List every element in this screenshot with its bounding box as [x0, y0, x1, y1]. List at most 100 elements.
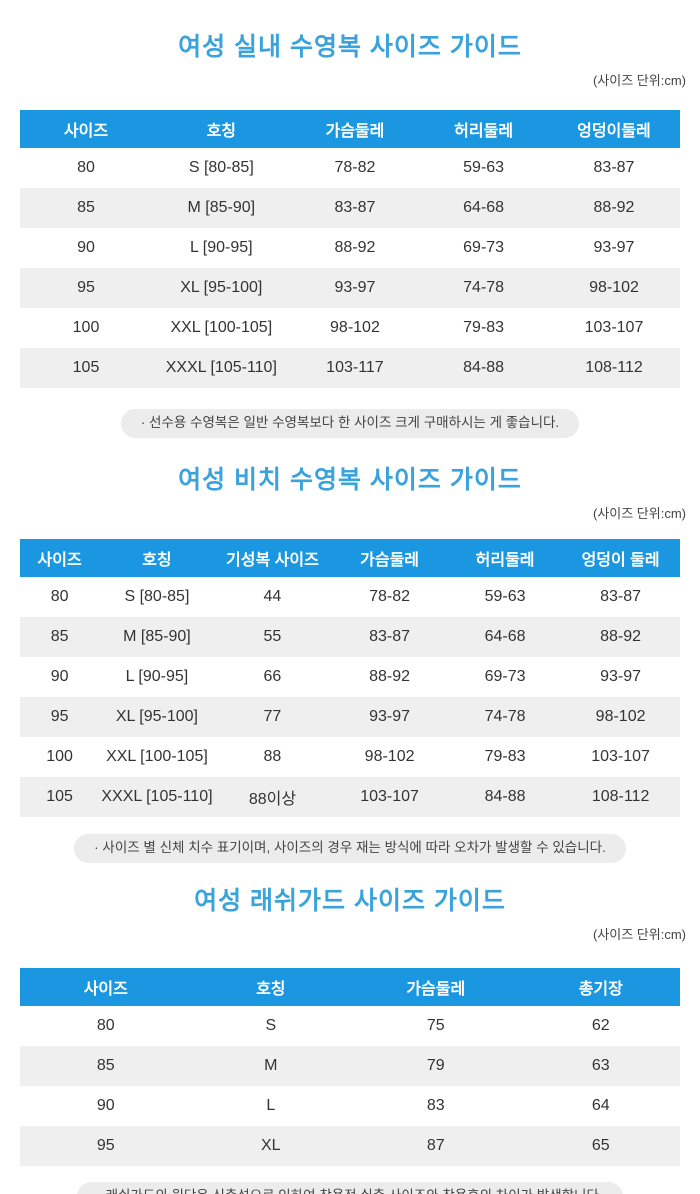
table-cell: 100 [20, 736, 100, 777]
table-cell: 87 [349, 1125, 522, 1166]
table-row: 90 L [90-95] 88-92 69-73 93-97 [20, 228, 680, 268]
note-wrap: · 사이즈 별 신체 치수 표기이며, 사이즈의 경우 재는 방식에 따라 오차… [0, 833, 700, 863]
table-cell: 77 [214, 696, 331, 737]
table-cell: 90 [20, 1085, 192, 1126]
table-cell: 84-88 [448, 776, 562, 817]
table-cell: 69-73 [419, 228, 548, 268]
table-cell: 59-63 [448, 576, 562, 617]
table-cell: 103-107 [330, 776, 449, 817]
table-row: 80 S 75 62 [20, 1005, 680, 1046]
table-row: 85 M [85-90] 55 83-87 64-68 88-92 [20, 616, 680, 657]
table-cell: 88-92 [290, 228, 420, 268]
table-row: 95 XL [95-100] 77 93-97 74-78 98-102 [20, 696, 680, 737]
table-cell: 85 [20, 1045, 192, 1086]
table-row: 100 XXL [100-105] 88 98-102 79-83 103-107 [20, 736, 680, 777]
table-cell: 62 [521, 1005, 680, 1046]
column-header: 가슴둘레 [349, 967, 522, 1006]
table-cell: 69-73 [448, 656, 562, 697]
table-cell: 93-97 [330, 696, 449, 737]
table-cell: 75 [349, 1005, 522, 1046]
table-cell: 74-78 [448, 696, 562, 737]
column-header: 사이즈 [20, 538, 100, 577]
table-cell: 85 [20, 188, 152, 228]
table-cell: 85 [20, 616, 100, 657]
table-cell: M [85-90] [152, 188, 291, 228]
table-header-row: 사이즈 호칭 가슴둘레 허리둘레 엉덩이둘레 [20, 110, 680, 148]
column-header: 가슴둘레 [330, 538, 449, 577]
column-header: 엉덩이 둘레 [561, 538, 680, 577]
table-row: 105 XXXL [105-110] 103-117 84-88 108-112 [20, 348, 680, 388]
table-cell: 95 [20, 1125, 192, 1166]
rashguard-size-table: 사이즈 호칭 가슴둘레 총기장 80 S 75 62 85 M 79 63 90 L 83 64 95 XL 87 6… [20, 967, 680, 1166]
table-cell: 78-82 [290, 148, 420, 188]
table-row: 100 XXL [100-105] 98-102 79-83 103-107 [20, 308, 680, 348]
unit-label: (사이즈 단위:cm) [592, 505, 686, 521]
column-header: 호칭 [152, 110, 291, 148]
table-cell: 105 [20, 348, 152, 388]
section-indoor-swimsuit: 여성 실내 수영복 사이즈 가이드 (사이즈 단위:cm) 사이즈 호칭 가슴둘레 허… [0, 0, 700, 438]
table-cell: 90 [20, 228, 152, 268]
table-cell: 98-102 [561, 696, 680, 737]
table-cell: 83-87 [561, 576, 680, 617]
section-rashguard: 여성 래쉬가드 사이즈 가이드 (사이즈 단위:cm) 사이즈 호칭 가슴둘레 총기장… [0, 863, 700, 1194]
table-cell: S [80-85] [99, 576, 215, 617]
table-cell: 74-78 [419, 268, 548, 308]
table-cell: S [80-85] [152, 148, 291, 188]
table-cell: 59-63 [419, 148, 548, 188]
table-cell: L [90-95] [99, 656, 215, 697]
table-cell: 65 [521, 1125, 680, 1166]
table-cell: XXL [100-105] [152, 308, 291, 348]
table-cell: XL [95-100] [152, 268, 291, 308]
table-row: 90 L 83 64 [20, 1085, 680, 1126]
table-cell: 79-83 [448, 736, 562, 777]
column-header: 총기장 [521, 967, 680, 1006]
unit-label: (사이즈 단위:cm) [592, 926, 686, 942]
table-cell: 88-92 [330, 656, 449, 697]
unit-label: (사이즈 단위:cm) [592, 73, 686, 88]
table-cell: 84-88 [419, 348, 548, 388]
column-header: 기성복 사이즈 [214, 538, 331, 577]
section-title-rashguard: 여성 래쉬가드 사이즈 가이드 [194, 886, 506, 915]
table-cell: 79-83 [419, 308, 548, 348]
table-cell: 55 [214, 616, 331, 657]
table-cell: 80 [20, 1005, 192, 1046]
table-cell: 64-68 [448, 616, 562, 657]
column-header: 사이즈 [20, 110, 152, 148]
table-row: 95 XL [95-100] 93-97 74-78 98-102 [20, 268, 680, 308]
table-row: 80 S [80-85] 44 78-82 59-63 83-87 [20, 576, 680, 617]
note-wrap: · 선수용 수영복은 일반 수영복보다 한 사이즈 크게 구매하시는 게 좋습니… [0, 409, 700, 438]
table-cell: 90 [20, 656, 100, 697]
table-row: 90 L [90-95] 66 88-92 69-73 93-97 [20, 656, 680, 697]
table-row: 95 XL 87 65 [20, 1125, 680, 1166]
table-cell: 83-87 [547, 148, 680, 188]
table-cell: 80 [20, 148, 152, 188]
table-cell: 63 [521, 1045, 680, 1086]
table-cell: 108-112 [561, 776, 680, 817]
table-row: 85 M [85-90] 83-87 64-68 88-92 [20, 188, 680, 228]
table-cell: L [191, 1085, 350, 1126]
table-cell: 83-87 [290, 188, 420, 228]
table-row: 80 S [80-85] 78-82 59-63 83-87 [20, 148, 680, 188]
table-cell: 78-82 [330, 576, 449, 617]
table-cell: 79 [349, 1045, 522, 1086]
column-header: 사이즈 [20, 967, 192, 1006]
table-row: 105 XXXL [105-110] 88이상 103-107 84-88 108-112 [20, 776, 680, 817]
table-cell: XXXL [105-110] [99, 776, 215, 817]
table-cell: 98-102 [330, 736, 449, 777]
table-cell: 83 [349, 1085, 522, 1126]
table-cell: 98-102 [290, 308, 420, 348]
note-wrap: · 래쉬가드의 원단은 신축성으로 인하여 착용전 실측 사이즈와 착용후의 차… [0, 1181, 700, 1194]
table-cell: 66 [214, 656, 331, 697]
table-cell: 88-92 [561, 616, 680, 657]
table-cell: M [191, 1045, 350, 1086]
column-header: 호칭 [99, 538, 215, 577]
column-header: 엉덩이둘레 [547, 110, 680, 148]
section-title-beach-swimsuit: 여성 비치 수영복 사이즈 가이드 [178, 465, 522, 494]
table-cell: 64-68 [419, 188, 548, 228]
table-cell: 98-102 [547, 268, 680, 308]
table-cell: 100 [20, 308, 152, 348]
column-header: 가슴둘레 [290, 110, 420, 148]
table-cell: 80 [20, 576, 100, 617]
table-cell: 88이상 [214, 776, 331, 817]
beach-swimsuit-size-table: 사이즈 호칭 기성복 사이즈 가슴둘레 허리둘레 엉덩이 둘레 80 S [80-85] 44 7… [20, 538, 680, 817]
